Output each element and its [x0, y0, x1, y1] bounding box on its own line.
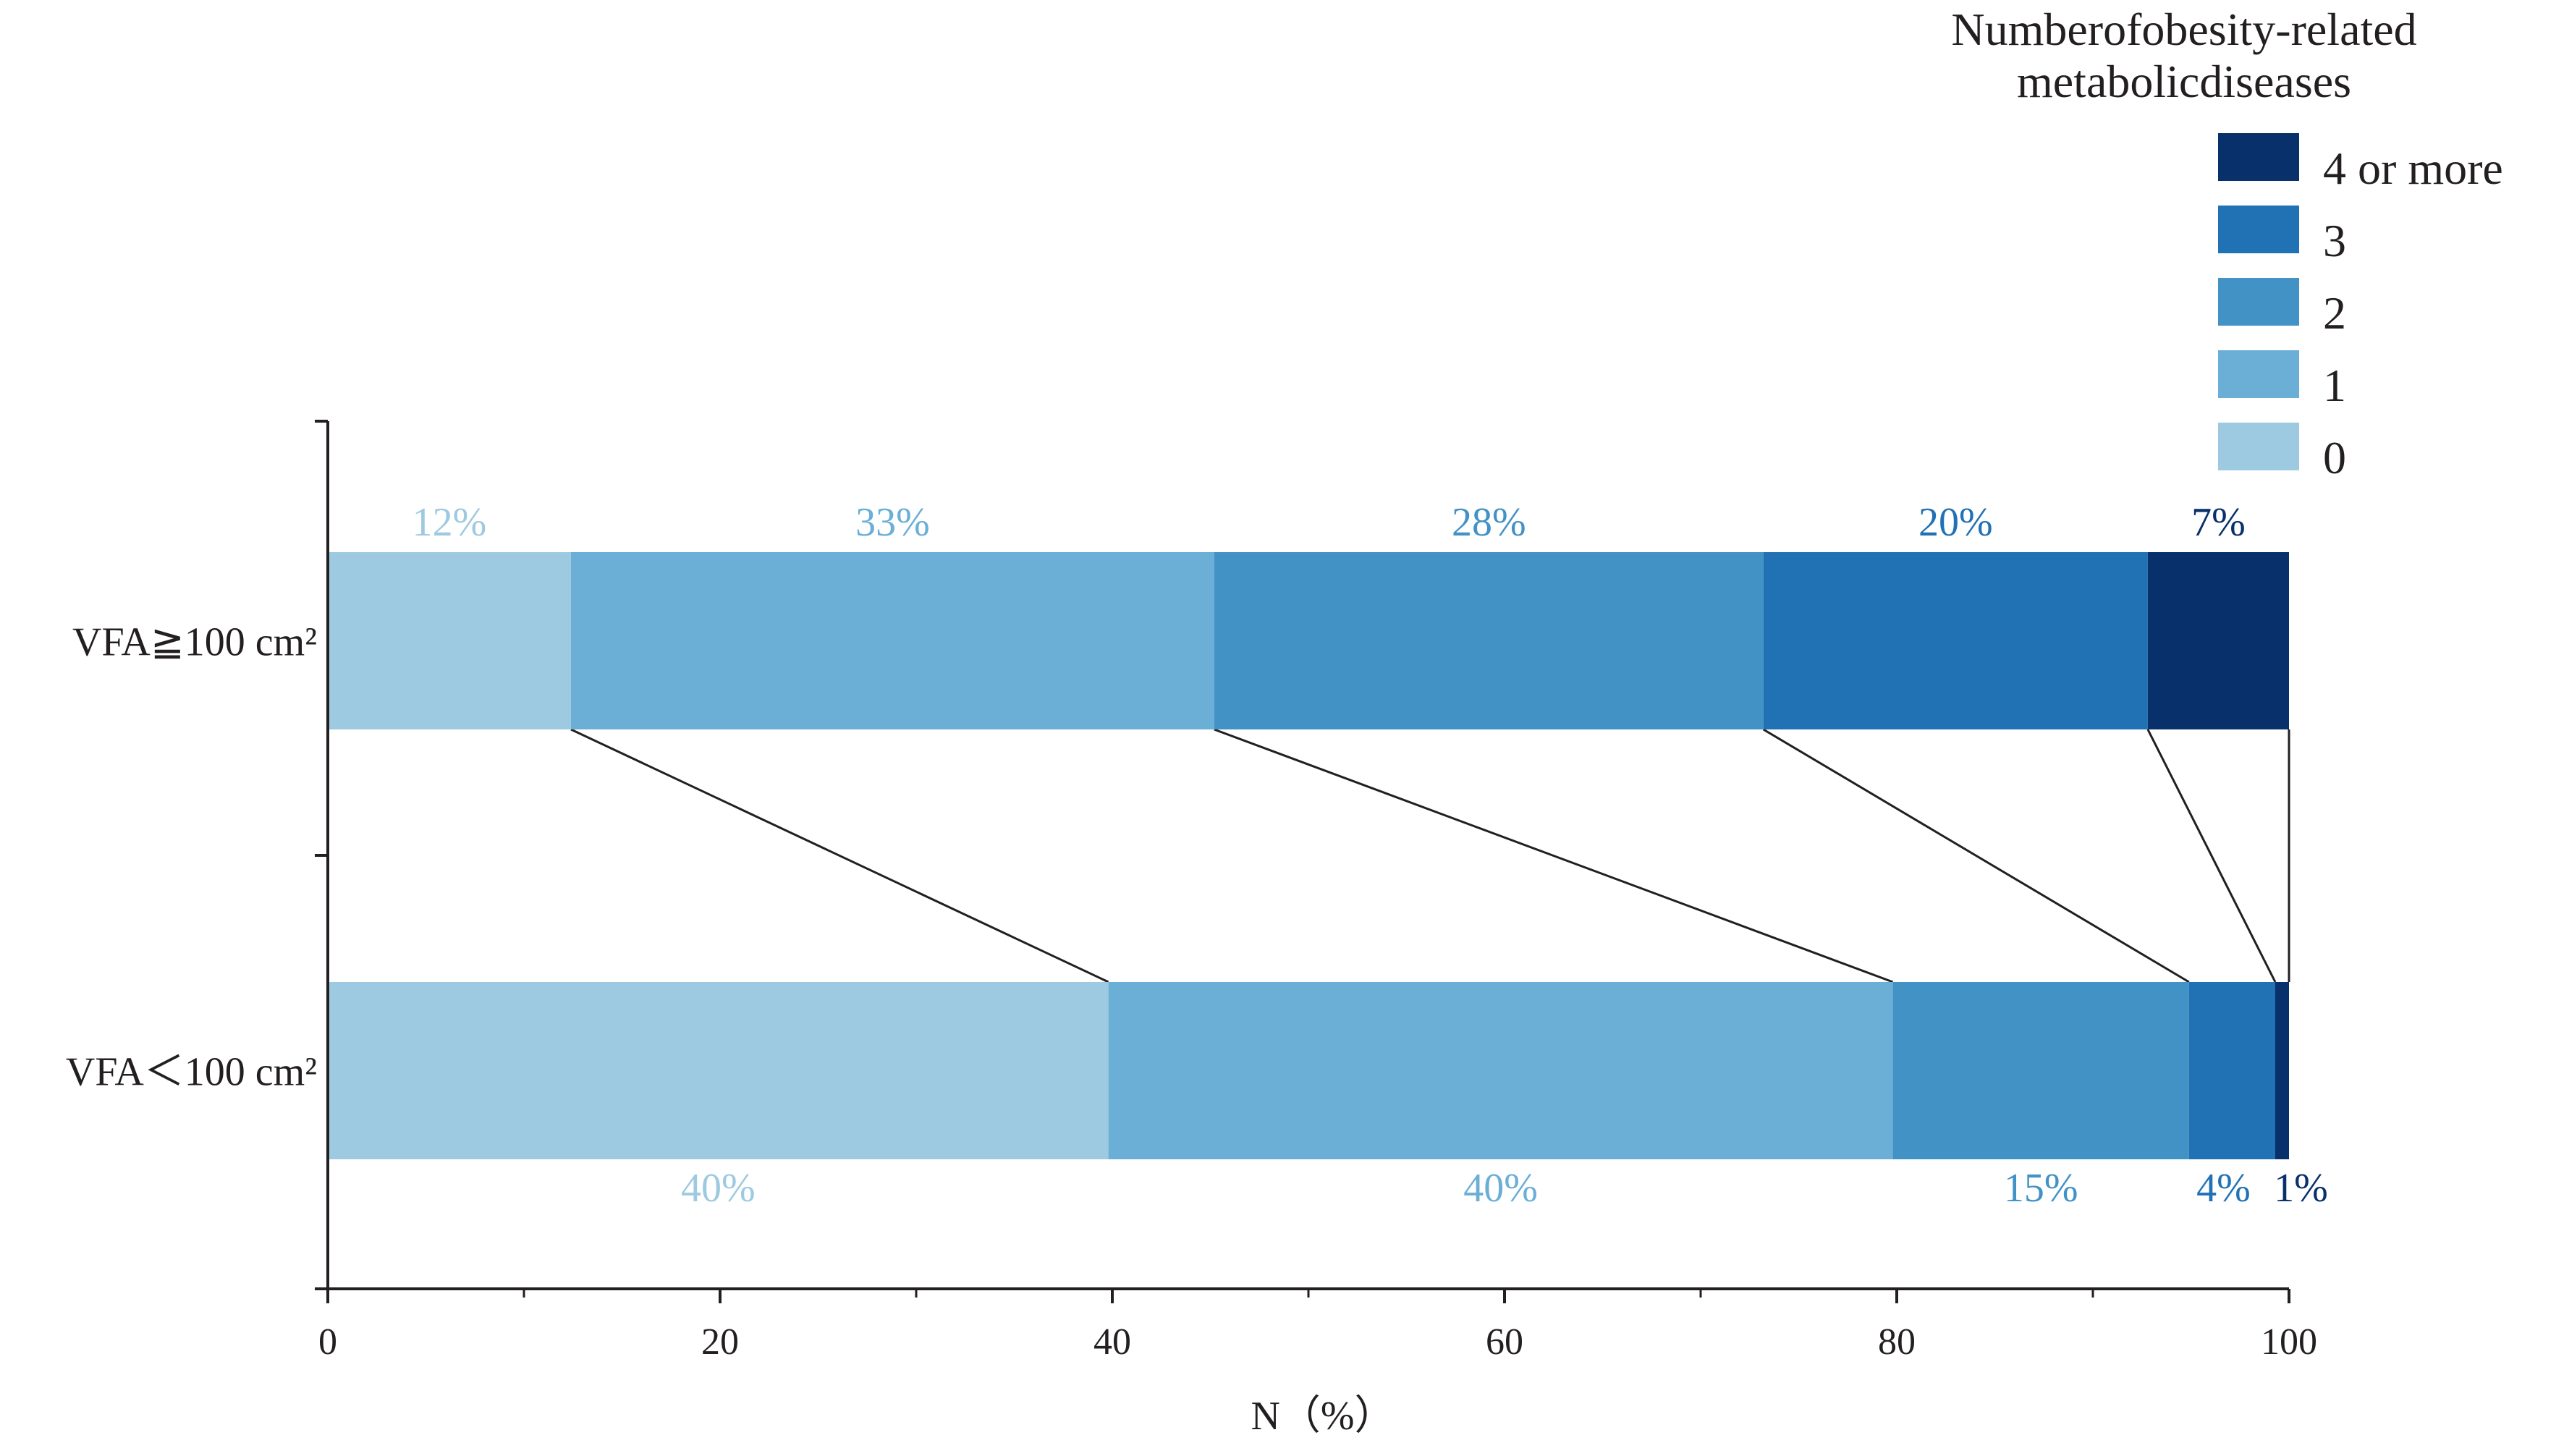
data-label: 28% — [1452, 500, 1526, 545]
axes: 0 20 40 60 80 100 N（%） VFA≧100 cm² VFA＜100 cm² — [66, 420, 2317, 1439]
x-tick-label: 0 — [318, 1321, 337, 1363]
data-label: 12% — [412, 500, 487, 545]
data-label: 33% — [855, 500, 930, 545]
connector-line — [2146, 729, 2277, 983]
data-label: 40% — [1463, 1166, 1538, 1211]
data-label: 40% — [681, 1166, 756, 1211]
legend: Numberofobesity-related metabolicdiseases… — [1951, 4, 2502, 483]
bar-segment — [2147, 552, 2289, 729]
data-label: 1% — [2274, 1166, 2328, 1211]
x-axis-title: N（%） — [1251, 1394, 1395, 1439]
data-label: 20% — [1918, 500, 1993, 545]
legend-label: 0 — [2323, 432, 2346, 483]
data-label: 15% — [2004, 1166, 2078, 1211]
legend-label: 3 — [2323, 215, 2346, 266]
bar-segment — [571, 552, 1214, 729]
data-labels: 12% 33% 28% 20% 7% 40% 40% 15% 4% 1% — [412, 500, 2328, 1211]
category-label: VFA≧100 cm² — [72, 620, 317, 665]
x-tick-label: 40 — [1093, 1321, 1131, 1363]
bar-segment — [328, 982, 1109, 1159]
legend-title: Numberofobesity-related metabolicdiseases — [1951, 4, 2416, 107]
legend-swatch — [2218, 133, 2299, 181]
data-label: 7% — [2191, 500, 2246, 545]
bar-segment — [1214, 552, 1764, 729]
bar-segment — [2275, 982, 2289, 1159]
connector-line — [1762, 728, 2190, 983]
x-tick-label: 20 — [701, 1321, 739, 1363]
legend-swatch — [2218, 423, 2299, 470]
legend-title-line: metabolicdiseases — [2017, 56, 2351, 107]
connector-line — [570, 728, 1109, 983]
legend-swatch — [2218, 206, 2299, 253]
connector-line — [1214, 728, 1894, 983]
legend-swatch — [2218, 278, 2299, 326]
legend-label: 2 — [2323, 287, 2346, 339]
legend-label: 4 or more — [2323, 143, 2503, 194]
x-tick-label: 80 — [1878, 1321, 1916, 1363]
legend-label: 1 — [2323, 360, 2346, 411]
bar-segment — [2188, 982, 2275, 1159]
bar-segment — [328, 552, 571, 729]
connector-lines — [570, 728, 2290, 983]
bar-segment — [1108, 982, 1893, 1159]
bars — [328, 552, 2289, 1159]
x-tick-label: 60 — [1486, 1321, 1523, 1363]
bar-segment — [1892, 982, 2189, 1159]
legend-title-line: Numberofobesity-related — [1951, 4, 2416, 55]
x-tick-label: 100 — [2261, 1321, 2317, 1363]
category-label: VFA＜100 cm² — [66, 1050, 317, 1095]
legend-swatch — [2218, 350, 2299, 398]
data-label: 4% — [2196, 1166, 2251, 1211]
bar-segment — [1763, 552, 2148, 729]
